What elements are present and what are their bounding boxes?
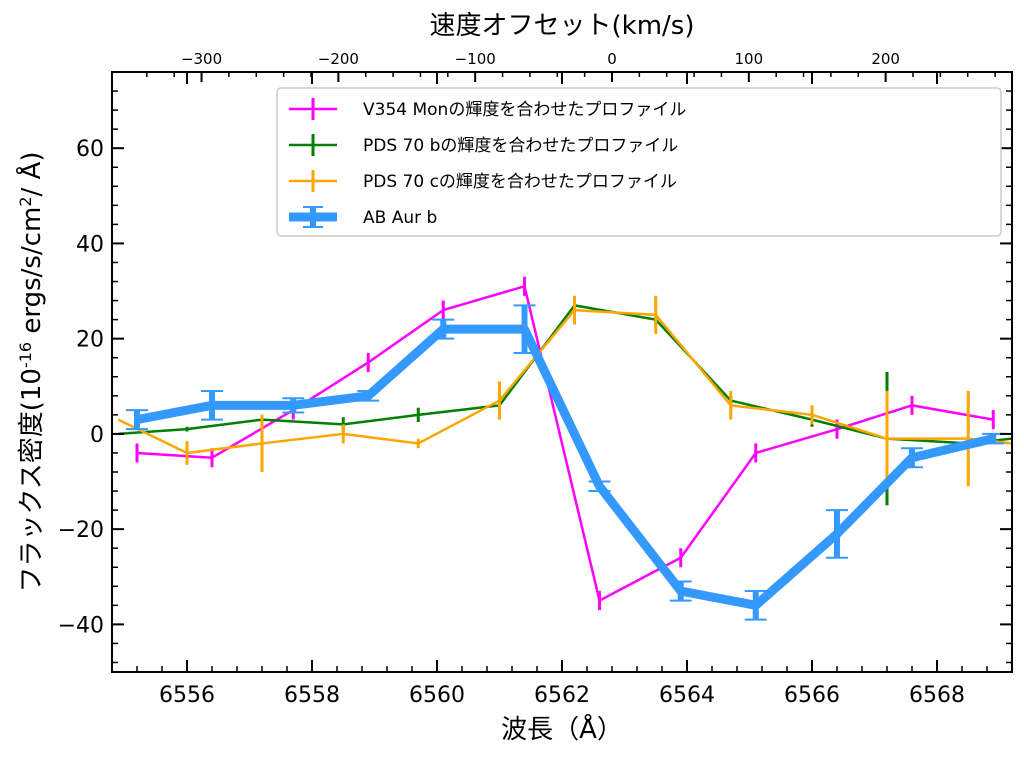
y-axis-title-superscript: -16 [16, 342, 35, 368]
x-tick-label: 6564 [659, 683, 715, 708]
top-x-tick-label: −300 [181, 50, 222, 68]
series-line [136, 324, 995, 610]
x-tick-label: 6558 [284, 683, 340, 708]
legend-label: AB Aur b [363, 208, 437, 228]
series-layer [117, 276, 1012, 621]
y-tick-label: −20 [58, 518, 104, 543]
y-tick-label: −40 [58, 613, 104, 638]
legend-box [276, 87, 1002, 237]
y-axis-title-superscript: 2 [16, 196, 35, 206]
y-axis-title: フラックス密度(10-16 ergs/s/cm2/ Å) [15, 152, 47, 593]
top-x-tick-label: 0 [607, 50, 617, 68]
x-tick-label: 6556 [159, 683, 215, 708]
x-axis-title: 波長（Å） [501, 713, 623, 745]
y-tick-label: 40 [76, 232, 104, 257]
legend: V354 Monの輝度を合わせたプロファイル PDS 70 bの輝度を合わせたプロ… [276, 87, 1002, 237]
y-axis-title-part: フラックス密度(10 [17, 368, 47, 592]
top-x-tick-label: −100 [455, 50, 496, 68]
y-tick-label: 60 [76, 137, 104, 162]
y-tick-label: 20 [76, 328, 104, 353]
x-tick-label: 6560 [409, 683, 465, 708]
top-x-axis-title: 速度オフセット(km/s) [430, 11, 695, 41]
series-2 [117, 295, 1012, 487]
top-x-tick-label: 100 [734, 50, 763, 68]
top-x-tick-label: −200 [318, 50, 359, 68]
axes-layer: 6556 6558 6560 6562 6564 6566 6568−40−20020406… [58, 50, 1013, 708]
series-3 [126, 304, 1005, 621]
y-axis-title-part: ergs/s/cm [17, 207, 47, 342]
x-tick-label: 6562 [534, 683, 590, 708]
legend-label: V354 Monの輝度を合わせたプロファイル [363, 100, 686, 120]
y-tick-label: 0 [90, 423, 104, 448]
top-x-tick-label: 200 [871, 50, 900, 68]
y-axis-title-part: / Å) [15, 152, 47, 197]
x-tick-label: 6566 [784, 683, 840, 708]
legend-label: PDS 70 cの輝度を合わせたプロファイル [363, 172, 677, 192]
x-tick-label: 6568 [909, 683, 965, 708]
legend-label: PDS 70 bの輝度を合わせたプロファイル [363, 136, 678, 156]
series-line [136, 285, 994, 602]
